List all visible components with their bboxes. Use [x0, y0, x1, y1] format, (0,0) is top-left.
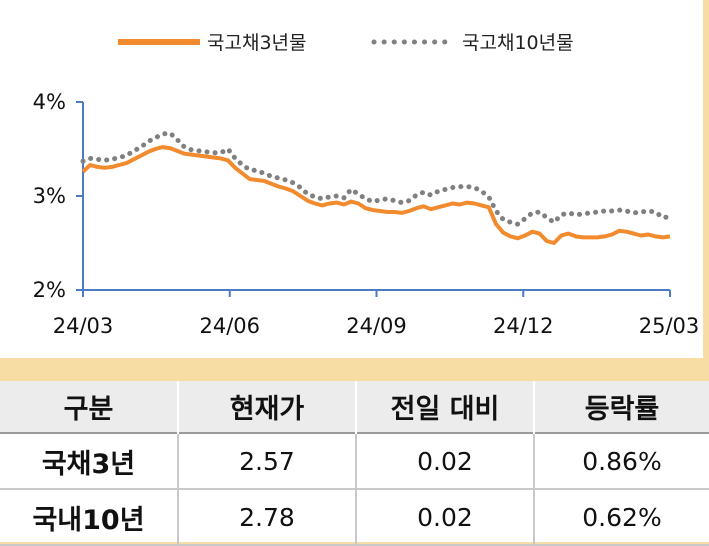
- header-daily-change: 전일 대비: [355, 381, 534, 433]
- cell-daily-change: 0.02: [355, 432, 534, 489]
- header-current-price: 현재가: [177, 381, 356, 433]
- x-tick-label: 24/03: [53, 314, 114, 338]
- row-label: 국채3년: [0, 432, 178, 489]
- yield-table-section: 구분 현재가 전일 대비 등락률 국채3년 2.57 0.02 0.86% 국내…: [0, 381, 709, 546]
- chart-panel: 국고채3년물 국고채10년물 4% 3% 2% 24/03 24/06 24/09 24/…: [0, 0, 703, 358]
- table-row: 국내10년 2.78 0.02 0.62%: [0, 488, 709, 546]
- x-tick-label: 24/12: [493, 314, 554, 338]
- cell-current-price: 2.78: [177, 488, 356, 546]
- yield-table: 구분 현재가 전일 대비 등락률 국채3년 2.57 0.02 0.86% 국내…: [0, 381, 709, 546]
- series-line-10y: [80, 130, 673, 227]
- legend-label-3y: 국고채3년물: [207, 32, 307, 54]
- header-category: 구분: [0, 381, 178, 433]
- table-row: 국채3년 2.57 0.02 0.86%: [0, 432, 709, 489]
- legend-label-10y: 국고채10년물: [462, 32, 574, 54]
- table-header-row: 구분 현재가 전일 대비 등락률: [0, 381, 709, 433]
- x-tick-label: 25/03: [639, 314, 700, 338]
- row-label: 국내10년: [0, 488, 178, 546]
- y-tick-label: 3%: [33, 184, 66, 208]
- chart-legend: 국고채3년물 국고채10년물: [118, 32, 574, 54]
- y-tick-label: 4%: [33, 90, 66, 114]
- yield-line-chart: 국고채3년물 국고채10년물 4% 3% 2% 24/03 24/06 24/09 24/…: [33, 32, 700, 338]
- header-change-rate: 등락률: [533, 381, 709, 433]
- x-tick-label: 24/06: [199, 314, 260, 338]
- x-tick-label: 24/09: [346, 314, 407, 338]
- cell-current-price: 2.57: [177, 432, 356, 489]
- cell-daily-change: 0.02: [355, 488, 534, 546]
- cell-change-rate: 0.86%: [533, 432, 709, 489]
- cell-change-rate: 0.62%: [533, 488, 709, 546]
- series-line-3y: [81, 145, 671, 245]
- y-tick-label: 2%: [33, 278, 66, 302]
